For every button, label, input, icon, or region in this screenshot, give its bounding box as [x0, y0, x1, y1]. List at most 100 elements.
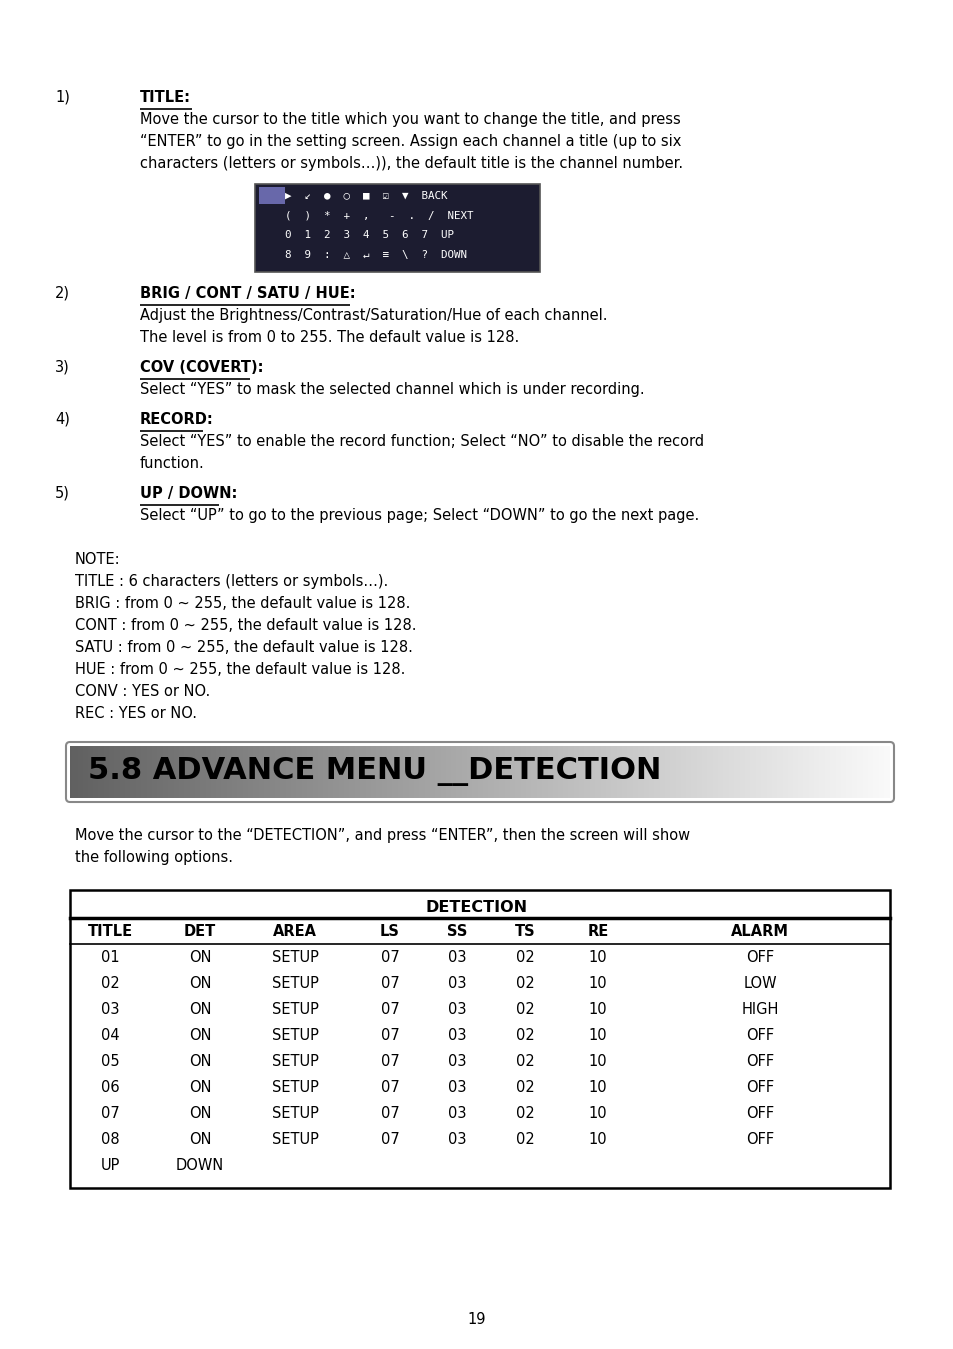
- Text: OFF: OFF: [745, 1132, 773, 1147]
- Text: SATU : from 0 ~ 255, the default value is 128.: SATU : from 0 ~ 255, the default value i…: [75, 639, 413, 656]
- FancyBboxPatch shape: [254, 183, 539, 272]
- Text: function.: function.: [140, 456, 205, 471]
- Text: OFF: OFF: [745, 1028, 773, 1043]
- Text: OFF: OFF: [745, 950, 773, 965]
- Text: TITLE:: TITLE:: [140, 90, 191, 105]
- Text: 10: 10: [588, 1001, 607, 1017]
- Text: AREA: AREA: [273, 924, 316, 939]
- FancyBboxPatch shape: [258, 188, 285, 204]
- Text: 10: 10: [588, 1079, 607, 1094]
- Text: 3): 3): [55, 360, 70, 375]
- Text: LS: LS: [379, 924, 399, 939]
- Text: 03: 03: [447, 1105, 466, 1121]
- Text: 06: 06: [101, 1079, 119, 1094]
- Text: TITLE: TITLE: [88, 924, 132, 939]
- Text: SETUP: SETUP: [272, 1028, 318, 1043]
- Text: ON: ON: [189, 1001, 211, 1017]
- Text: The level is from 0 to 255. The default value is 128.: The level is from 0 to 255. The default …: [140, 331, 518, 345]
- Text: ON: ON: [189, 1132, 211, 1147]
- Text: UP: UP: [100, 1157, 119, 1172]
- Text: 03: 03: [101, 1001, 119, 1017]
- Text: TS: TS: [515, 924, 535, 939]
- Text: characters (letters or symbols…)), the default title is the channel number.: characters (letters or symbols…)), the d…: [140, 156, 682, 171]
- Text: Select “YES” to mask the selected channel which is under recording.: Select “YES” to mask the selected channe…: [140, 382, 644, 397]
- Text: 1): 1): [55, 90, 70, 105]
- Text: 02: 02: [515, 1132, 534, 1147]
- Text: CONT : from 0 ~ 255, the default value is 128.: CONT : from 0 ~ 255, the default value i…: [75, 618, 416, 633]
- Text: SETUP: SETUP: [272, 1079, 318, 1094]
- Text: 10: 10: [588, 1132, 607, 1147]
- Text: COV (COVERT):: COV (COVERT):: [140, 360, 263, 375]
- Text: 10: 10: [588, 1054, 607, 1068]
- Text: ON: ON: [189, 1028, 211, 1043]
- Text: ON: ON: [189, 975, 211, 990]
- Text: DET: DET: [184, 924, 216, 939]
- Text: 07: 07: [380, 950, 399, 965]
- Text: Select “UP” to go to the previous page; Select “DOWN” to go the next page.: Select “UP” to go to the previous page; …: [140, 509, 699, 523]
- Text: OFF: OFF: [745, 1079, 773, 1094]
- Text: 07: 07: [380, 1105, 399, 1121]
- Text: 07: 07: [380, 1054, 399, 1068]
- Text: SETUP: SETUP: [272, 950, 318, 965]
- Text: SS: SS: [446, 924, 467, 939]
- Text: 02: 02: [515, 1001, 534, 1017]
- Text: OFF: OFF: [745, 1054, 773, 1068]
- Text: ▶  ↙  ●  ○  ■  ☑  ▼  BACK: ▶ ↙ ● ○ ■ ☑ ▼ BACK: [285, 190, 447, 200]
- Text: DETECTION: DETECTION: [425, 900, 528, 915]
- Text: 0  1  2  3  4  5  6  7  UP: 0 1 2 3 4 5 6 7 UP: [285, 229, 454, 240]
- Text: Move the cursor to the “DETECTION”, and press “ENTER”, then the screen will show: Move the cursor to the “DETECTION”, and …: [75, 828, 689, 843]
- Text: SETUP: SETUP: [272, 1054, 318, 1068]
- Text: SETUP: SETUP: [272, 1105, 318, 1121]
- Text: 03: 03: [447, 1132, 466, 1147]
- Text: HUE : from 0 ~ 255, the default value is 128.: HUE : from 0 ~ 255, the default value is…: [75, 662, 405, 677]
- Text: 04: 04: [101, 1028, 119, 1043]
- Text: 07: 07: [380, 1028, 399, 1043]
- Text: 5.8 ADVANCE MENU __DETECTION: 5.8 ADVANCE MENU __DETECTION: [88, 758, 660, 786]
- Text: 02: 02: [515, 1054, 534, 1068]
- Text: DOWN: DOWN: [175, 1157, 224, 1172]
- Text: 10: 10: [588, 975, 607, 990]
- Text: SETUP: SETUP: [272, 1132, 318, 1147]
- Text: ON: ON: [189, 1105, 211, 1121]
- Text: 03: 03: [447, 1079, 466, 1094]
- FancyBboxPatch shape: [70, 890, 889, 1188]
- Text: LOW: LOW: [742, 975, 776, 990]
- Text: the following options.: the following options.: [75, 850, 233, 865]
- Text: 07: 07: [380, 1132, 399, 1147]
- Text: OFF: OFF: [745, 1105, 773, 1121]
- Text: 01: 01: [101, 950, 119, 965]
- Text: 02: 02: [515, 1079, 534, 1094]
- Text: 10: 10: [588, 1028, 607, 1043]
- Text: NOTE:: NOTE:: [75, 552, 120, 567]
- Text: REC : YES or NO.: REC : YES or NO.: [75, 706, 196, 720]
- Text: 5): 5): [55, 486, 70, 500]
- Text: HIGH: HIGH: [740, 1001, 778, 1017]
- Text: 03: 03: [447, 950, 466, 965]
- Text: 02: 02: [515, 950, 534, 965]
- Text: 19: 19: [467, 1311, 486, 1326]
- Text: 02: 02: [515, 975, 534, 990]
- Text: 4): 4): [55, 411, 70, 428]
- Text: ON: ON: [189, 1079, 211, 1094]
- Text: CONV : YES or NO.: CONV : YES or NO.: [75, 684, 210, 699]
- Text: 8  9  :  △  ↵  ≡  \  ?  DOWN: 8 9 : △ ↵ ≡ \ ? DOWN: [285, 250, 467, 260]
- Text: TITLE : 6 characters (letters or symbols…).: TITLE : 6 characters (letters or symbols…: [75, 575, 388, 590]
- Text: UP / DOWN:: UP / DOWN:: [140, 486, 237, 500]
- Text: RE: RE: [587, 924, 608, 939]
- Text: “ENTER” to go in the setting screen. Assign each channel a title (up to six: “ENTER” to go in the setting screen. Ass…: [140, 134, 680, 148]
- Text: 02: 02: [100, 975, 119, 990]
- Text: SETUP: SETUP: [272, 975, 318, 990]
- Text: Select “YES” to enable the record function; Select “NO” to disable the record: Select “YES” to enable the record functi…: [140, 434, 703, 449]
- Text: (  )  *  +  ,   -  .  /  NEXT: ( ) * + , - . / NEXT: [285, 210, 473, 220]
- Text: 03: 03: [447, 1001, 466, 1017]
- Text: 07: 07: [100, 1105, 119, 1121]
- Text: ON: ON: [189, 1054, 211, 1068]
- Text: SETUP: SETUP: [272, 1001, 318, 1017]
- Text: ALARM: ALARM: [730, 924, 788, 939]
- Text: 10: 10: [588, 1105, 607, 1121]
- Text: 03: 03: [447, 1054, 466, 1068]
- Text: 03: 03: [447, 1028, 466, 1043]
- Text: 07: 07: [380, 1079, 399, 1094]
- Text: 07: 07: [380, 1001, 399, 1017]
- Text: RECORD:: RECORD:: [140, 411, 213, 428]
